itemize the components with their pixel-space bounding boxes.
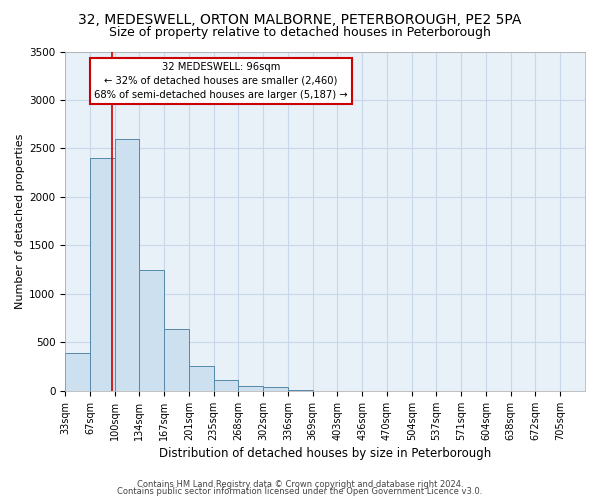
Text: Contains public sector information licensed under the Open Government Licence v3: Contains public sector information licen… bbox=[118, 487, 482, 496]
Text: Contains HM Land Registry data © Crown copyright and database right 2024.: Contains HM Land Registry data © Crown c… bbox=[137, 480, 463, 489]
Bar bbox=[164, 329, 189, 391]
Text: Size of property relative to detached houses in Peterborough: Size of property relative to detached ho… bbox=[109, 26, 491, 39]
Text: 32, MEDESWELL, ORTON MALBORNE, PETERBOROUGH, PE2 5PA: 32, MEDESWELL, ORTON MALBORNE, PETERBORO… bbox=[79, 12, 521, 26]
X-axis label: Distribution of detached houses by size in Peterborough: Distribution of detached houses by size … bbox=[159, 447, 491, 460]
Y-axis label: Number of detached properties: Number of detached properties bbox=[15, 134, 25, 309]
Bar bbox=[288, 390, 313, 391]
Text: 32 MEDESWELL: 96sqm
← 32% of detached houses are smaller (2,460)
68% of semi-det: 32 MEDESWELL: 96sqm ← 32% of detached ho… bbox=[94, 62, 348, 100]
Bar bbox=[115, 139, 139, 391]
Bar bbox=[214, 380, 238, 391]
Bar bbox=[263, 387, 288, 391]
Bar bbox=[90, 158, 115, 391]
Bar bbox=[65, 353, 90, 391]
Bar bbox=[238, 386, 263, 391]
Bar bbox=[139, 270, 164, 391]
Bar bbox=[189, 366, 214, 391]
